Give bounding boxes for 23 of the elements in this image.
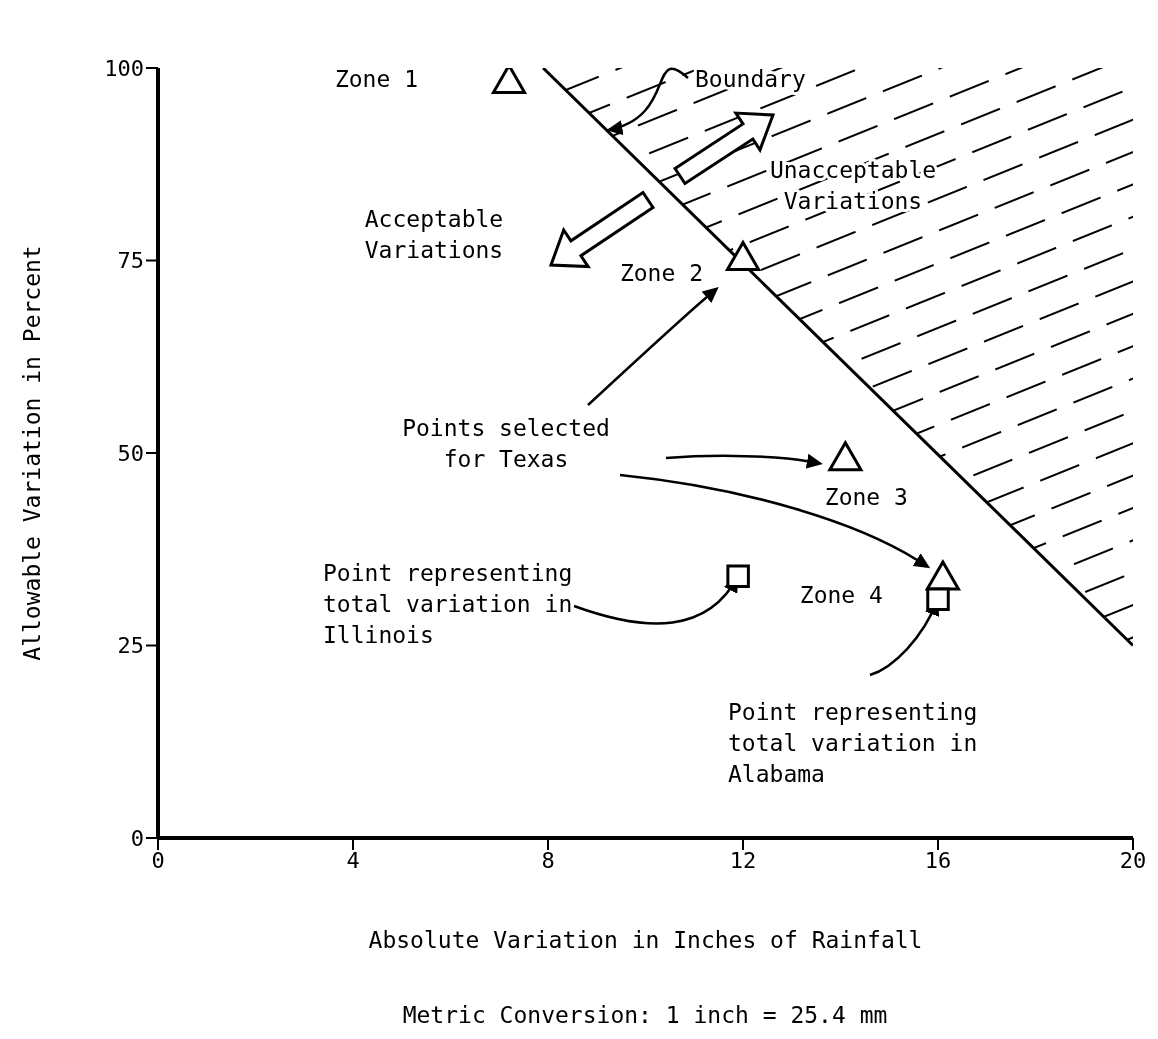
annotation: Acceptable Variations bbox=[364, 206, 504, 263]
x-tick-label: 12 bbox=[729, 847, 757, 873]
annotation: Point representing total variation in Illinois bbox=[323, 560, 573, 648]
x-tick-label: 0 bbox=[151, 847, 165, 873]
annotation: Zone 3 bbox=[824, 483, 908, 510]
x-tick-label: 16 bbox=[924, 847, 952, 873]
y-axis-title: Allowable Variation in Percent bbox=[19, 245, 45, 661]
annotation: Zone 1 bbox=[334, 66, 418, 92]
annotation: Points selected for Texas bbox=[402, 415, 610, 472]
text: Metric Conversion: 1 inch = 25.4 mm bbox=[402, 1002, 888, 1028]
y-tick-label: 0 bbox=[130, 825, 144, 851]
annotation: Point representing total variation in Alabama bbox=[728, 699, 978, 787]
annotation: Zone 4 bbox=[799, 582, 883, 609]
y-tick-label: 100 bbox=[104, 55, 144, 81]
annotation: Boundary bbox=[695, 66, 806, 92]
x-tick-label: 4 bbox=[346, 847, 360, 873]
x-axis-title: Absolute Variation in Inches of Rainfall bbox=[368, 927, 923, 953]
y-tick-label: 50 bbox=[117, 440, 144, 466]
y-tick-label: 25 bbox=[117, 633, 144, 659]
y-tick-label: 75 bbox=[117, 248, 144, 274]
x-tick-label: 8 bbox=[541, 847, 555, 873]
annotation: Zone 2 bbox=[619, 259, 703, 286]
x-tick-label: 20 bbox=[1119, 847, 1147, 873]
